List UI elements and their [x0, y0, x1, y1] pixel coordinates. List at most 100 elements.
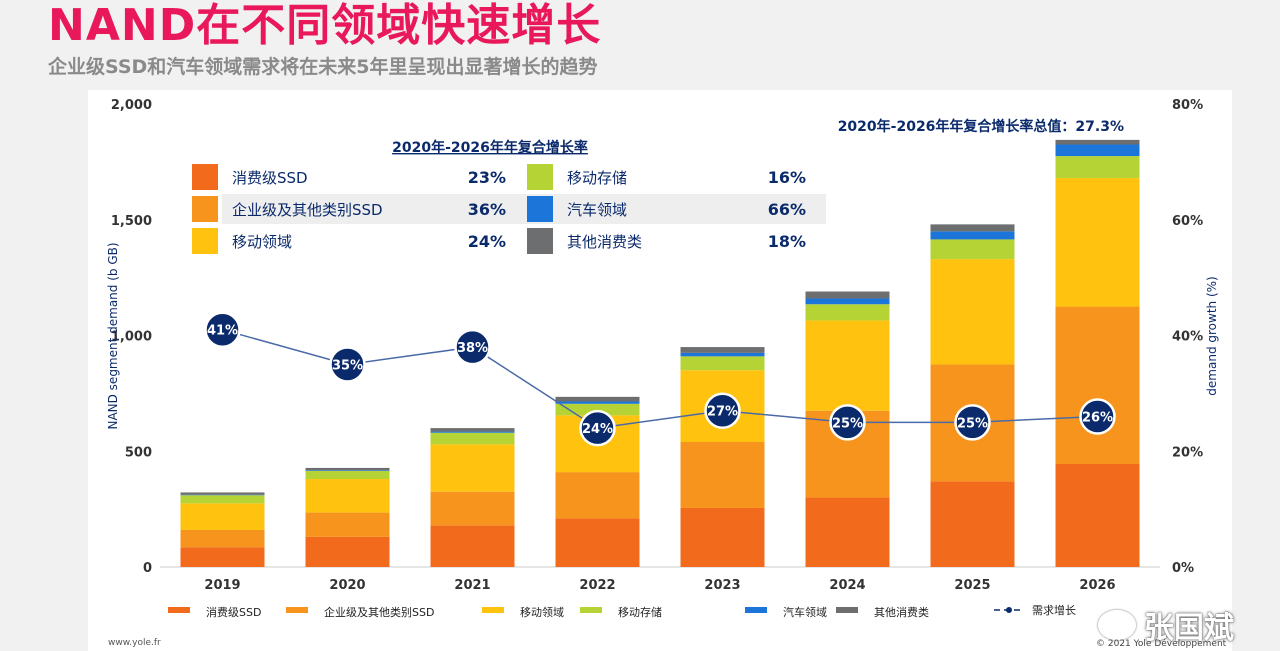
x-tick-label: 2023 [704, 578, 740, 593]
legend-label: 需求增长 [1032, 603, 1076, 617]
growth-label: 24% [582, 422, 613, 437]
x-tick-label: 2026 [1079, 578, 1115, 593]
bar-segment [1055, 463, 1140, 567]
y-tick-label: 2,000 [111, 98, 152, 113]
legend-line-marker [1006, 607, 1012, 613]
y2-tick-label: 20% [1172, 445, 1203, 460]
bar-segment [555, 403, 640, 416]
bar-segment [805, 304, 890, 321]
y-axis-title: NAND segment demand (b GB) [106, 242, 120, 429]
bar-segment [430, 432, 515, 445]
bar-segment [680, 507, 765, 567]
x-tick-label: 2025 [954, 578, 990, 593]
growth-marker [579, 409, 616, 447]
wechat-icon [1098, 610, 1136, 640]
cagr-swatch [192, 196, 218, 222]
bar-segment [1055, 306, 1140, 464]
legend-swatch [482, 607, 504, 613]
bar-segment [805, 298, 890, 305]
bar-segment [555, 518, 640, 567]
bar-segment [180, 529, 265, 548]
bar-segment [555, 401, 640, 404]
bar-segment [430, 428, 515, 432]
cagr-swatch [527, 164, 553, 190]
legend-label: 移动领域 [520, 606, 564, 619]
watermark-text: 张国斌 [1144, 611, 1234, 646]
bar-segment [305, 470, 390, 471]
y-tick-label: 1,000 [111, 330, 152, 345]
bar-segment [930, 239, 1015, 260]
x-tick-label: 2019 [204, 578, 240, 593]
bar-segment [430, 444, 515, 492]
bar-segment [680, 356, 765, 371]
growth-label: 38% [457, 341, 488, 356]
legend-label: 移动存储 [618, 605, 662, 619]
growth-line [222, 328, 1098, 429]
bar-segment [680, 441, 765, 508]
y2-tick-label: 40% [1172, 330, 1203, 345]
bar-segment [1055, 139, 1140, 145]
bar-segment [680, 347, 765, 353]
bar-segment [555, 396, 640, 402]
y2-tick-label: 80% [1172, 98, 1203, 113]
bar-segment [1055, 144, 1140, 157]
bar-segment [1055, 178, 1140, 307]
cagr-swatch [527, 228, 553, 254]
y-tick-label: 1,500 [111, 214, 152, 229]
growth-marker [1079, 398, 1116, 435]
cagr-category: 移动领域 [232, 233, 292, 251]
bar-segment [305, 467, 390, 471]
legend-swatch [745, 607, 767, 613]
bar-segment [555, 472, 640, 519]
cagr-category: 汽车领域 [567, 201, 627, 219]
cagr-category: 消费级SSD [232, 169, 308, 187]
cagr-swatch [192, 164, 218, 190]
cagr-value: 16% [768, 168, 806, 187]
footer-copyright: © 2021 Yole Développement [1096, 639, 1227, 649]
legend-label: 其他消费类 [874, 605, 929, 619]
growth-label: 25% [832, 416, 863, 431]
cagr-value: 23% [468, 168, 506, 187]
bar-segment [930, 259, 1015, 365]
cagr-total: 2020年-2026年年复合增长率总值：27.3% [838, 118, 1124, 135]
cagr-value: 18% [768, 232, 806, 251]
legend-swatch [168, 607, 190, 613]
y-tick-label: 500 [125, 445, 152, 460]
legend-label: 汽车领域 [783, 605, 827, 619]
bar-segment [430, 431, 515, 433]
x-tick-label: 2020 [329, 578, 365, 593]
bar-segment [305, 512, 390, 537]
legend-swatch [580, 607, 602, 613]
x-tick-label: 2021 [454, 578, 490, 593]
bar-segment [805, 497, 890, 567]
legend-label: 企业级及其他类别SSD [324, 605, 434, 619]
legend-swatch [836, 607, 858, 613]
bar-segment [180, 492, 265, 495]
bar-segment [430, 491, 515, 526]
cagr-category: 其他消费类 [567, 233, 642, 251]
cagr-row-shade [222, 194, 826, 224]
x-tick-label: 2024 [829, 578, 865, 593]
y2-tick-label: 0% [1172, 561, 1194, 576]
cagr-swatch [527, 196, 553, 222]
legend-label: 消费级SSD [206, 605, 261, 619]
bar-segment [680, 352, 765, 357]
cagr-category: 移动存储 [567, 169, 627, 187]
y-tick-label: 0 [143, 561, 152, 576]
growth-marker [954, 404, 991, 441]
bar-segment [930, 224, 1015, 232]
footer-site: www.yole.fr [108, 638, 161, 648]
bar-segment [180, 503, 265, 530]
growth-marker [454, 328, 491, 366]
growth-marker [204, 311, 241, 348]
y2-axis-title: demand growth (%) [1205, 276, 1219, 395]
chart-panel [88, 90, 1232, 651]
bar-segment [180, 495, 265, 504]
page-title: NAND在不同领域快速增长 [48, 0, 602, 51]
bar-segment [305, 536, 390, 567]
cagr-value: 66% [768, 200, 806, 219]
growth-label: 27% [707, 405, 738, 420]
cagr-value: 36% [468, 200, 506, 219]
cagr-swatch [192, 228, 218, 254]
